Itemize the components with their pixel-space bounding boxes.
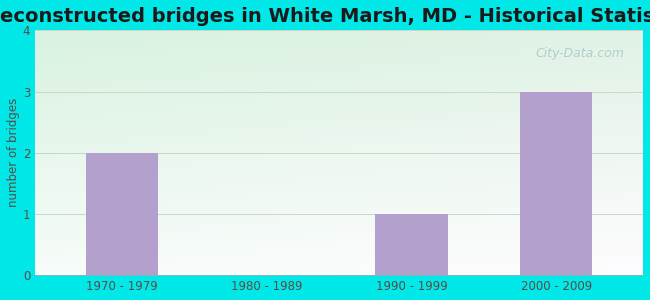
- Y-axis label: number of bridges: number of bridges: [7, 98, 20, 207]
- Bar: [86, 153, 158, 275]
- Title: Reconstructed bridges in White Marsh, MD - Historical Statistics: Reconstructed bridges in White Marsh, MD…: [0, 7, 650, 26]
- Bar: [520, 92, 592, 275]
- Text: City-Data.com: City-Data.com: [536, 47, 625, 60]
- Bar: [375, 214, 448, 275]
